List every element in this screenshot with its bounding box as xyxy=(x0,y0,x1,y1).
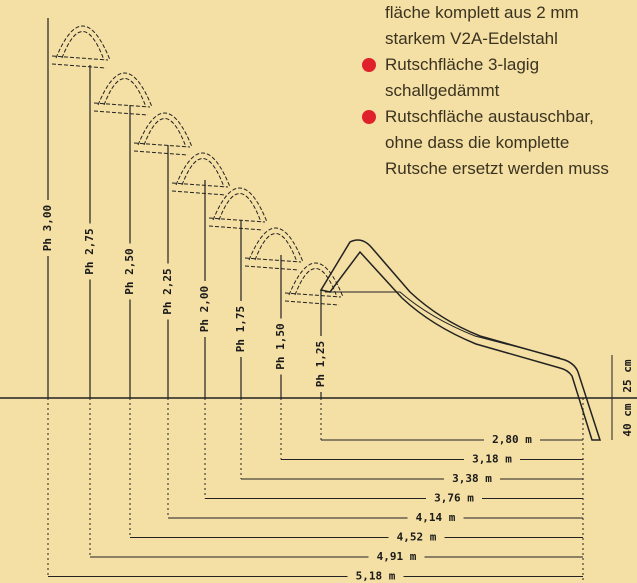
distance-label: 4,14 m xyxy=(416,511,456,524)
bullet-text: starkem V2A-Edelstahl xyxy=(385,29,558,48)
height-label: Ph 2,00 xyxy=(198,286,211,332)
distance-label: 3,38 m xyxy=(452,472,492,485)
bullet-dot xyxy=(362,110,376,124)
height-label: Ph 1,25 xyxy=(314,341,327,387)
distance-label: 2,80 m xyxy=(492,433,532,446)
distance-label: 5,18 m xyxy=(356,570,396,583)
height-label: Ph 2,25 xyxy=(161,268,174,314)
height-label: Ph 2,75 xyxy=(83,228,96,274)
bullet-text: Rutschfläche austauschbar, xyxy=(385,107,594,126)
distance-label: 4,52 m xyxy=(397,531,437,544)
height-label: Ph 3,00 xyxy=(41,205,54,251)
depth-label: 40 cm xyxy=(621,403,634,436)
bullet-text: fläche komplett aus 2 mm xyxy=(385,3,579,22)
background xyxy=(0,0,637,583)
bullet-text: ohne dass die komplette xyxy=(385,133,569,152)
depth-label: 25 cm xyxy=(621,359,634,392)
height-label: Ph 1,75 xyxy=(234,306,247,352)
diagram: fläche komplett aus 2 mm starkem V2A-Edel… xyxy=(0,0,637,583)
distance-label: 3,76 m xyxy=(434,492,474,505)
bullet-dot xyxy=(362,58,376,72)
bullet-text: schallgedämmt xyxy=(385,81,500,100)
distance-label: 4,91 m xyxy=(377,550,417,563)
bullet-text: Rutschfläche 3-lagig xyxy=(385,55,539,74)
bullet-text: Rutsche ersetzt werden muss xyxy=(385,159,609,178)
distance-label: 3,18 m xyxy=(472,453,512,466)
height-label: Ph 1,50 xyxy=(274,323,287,369)
height-label: Ph 2,50 xyxy=(123,248,136,294)
